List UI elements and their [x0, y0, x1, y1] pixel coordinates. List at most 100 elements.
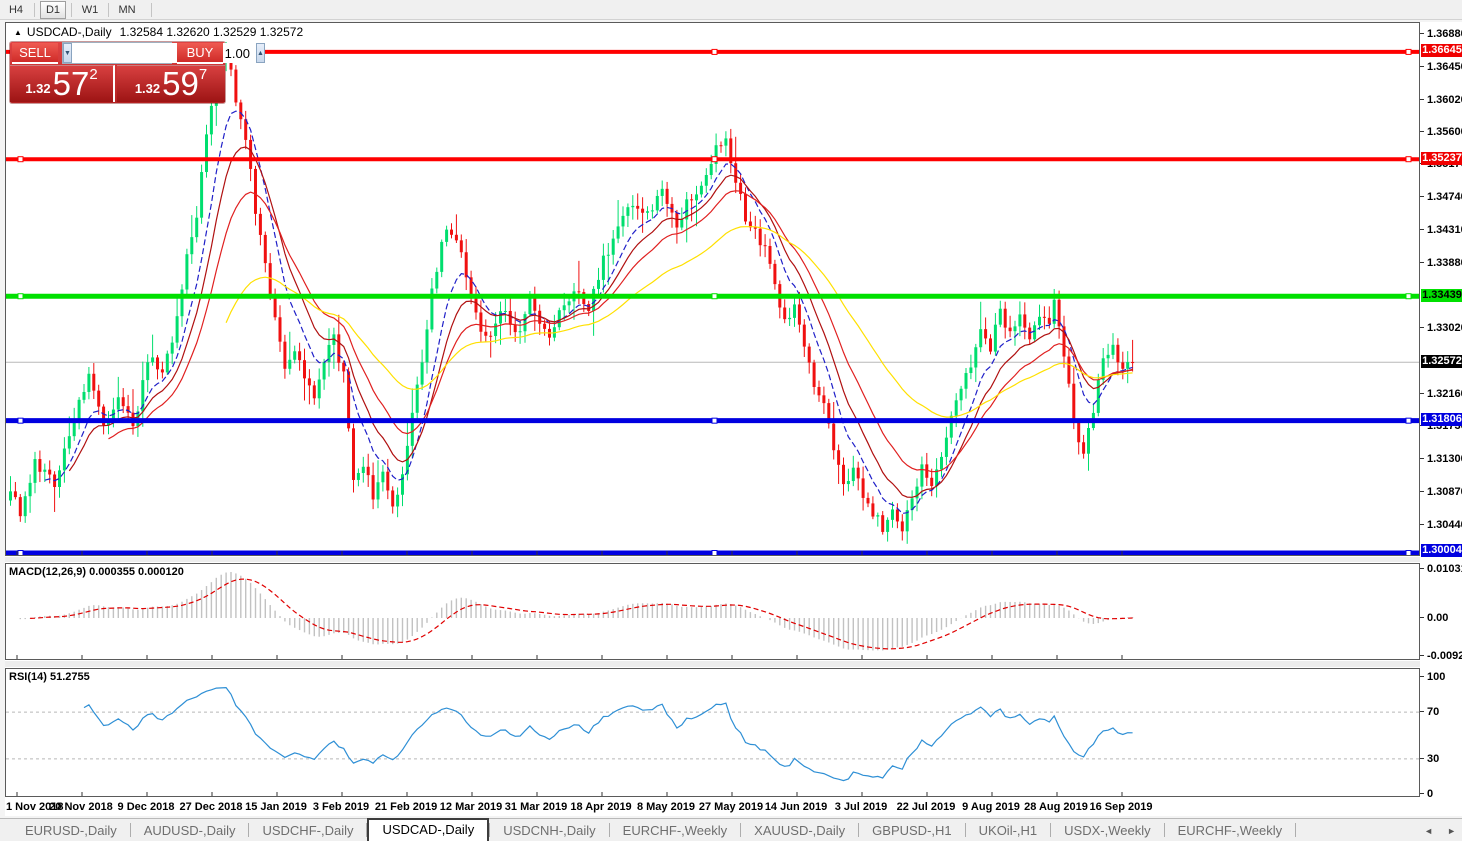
- line-handle[interactable]: [711, 417, 718, 424]
- price-tick: 1.32160: [1420, 388, 1462, 400]
- price-tick: 1.30440: [1420, 519, 1462, 531]
- line-handle[interactable]: [1405, 48, 1412, 55]
- rsi-line-series: [83, 686, 1133, 782]
- tab-audusd-daily[interactable]: AUDUSD-,Daily: [143, 823, 236, 838]
- tab-eurchf-weekly[interactable]: EURCHF-,Weekly: [622, 823, 728, 838]
- line-handle[interactable]: [1405, 417, 1412, 424]
- buy-button[interactable]: BUY: [177, 43, 223, 64]
- rsi-indicator-panel[interactable]: [5, 668, 1420, 797]
- toolbar-separator: [108, 2, 109, 17]
- line-handle[interactable]: [711, 293, 718, 300]
- price-tick: 1.31300: [1420, 453, 1462, 465]
- tab-separator: [366, 823, 368, 837]
- line-handle[interactable]: [711, 48, 718, 55]
- price-tick: 1.36450: [1420, 61, 1462, 73]
- line-handle[interactable]: [1405, 293, 1412, 300]
- price-tick-label: 1.34310: [1427, 223, 1462, 236]
- date-label: 15 Jan 2019: [245, 801, 307, 813]
- tab-separator: [964, 823, 966, 837]
- line-handle[interactable]: [17, 156, 24, 163]
- date-axis[interactable]: 1 Nov 2018 20 Nov 2018 9 Dec 2018 27 Dec 20…: [5, 799, 1420, 816]
- volume-stepper: ▼ ▲: [62, 42, 265, 64]
- tab-separator: [608, 823, 610, 837]
- timeframe-button-h4[interactable]: H4: [8, 3, 24, 16]
- timeframe-button-mn[interactable]: MN: [118, 3, 136, 16]
- tick-mark: [1420, 793, 1424, 794]
- ma-line-8: [44, 110, 1133, 515]
- tick-mark: [1420, 261, 1424, 263]
- tab-usdchf-daily[interactable]: USDCHF-,Daily: [262, 823, 354, 838]
- date-label: 27 Dec 2018: [179, 801, 243, 813]
- price-tick-label: 1.34740: [1427, 191, 1462, 204]
- price-tick: 1.34740: [1420, 191, 1462, 203]
- macd-histogram: [19, 572, 1134, 651]
- rsi-axis-label: 0: [1420, 788, 1462, 800]
- line-handle[interactable]: [711, 550, 718, 556]
- line-handle[interactable]: [711, 156, 718, 163]
- tab-usdcnh-daily[interactable]: USDCNH-,Daily: [503, 823, 596, 838]
- tick-mark: [1420, 655, 1424, 656]
- chart-header: ▲ USDCAD-,Daily 1.32584 1.32620 1.32529 1.…: [14, 25, 303, 39]
- buy-price-prefix: 1.32: [134, 81, 161, 96]
- price-tick: 1.36020: [1420, 94, 1462, 106]
- ohlc-values: 1.32584 1.32620 1.32529 1.32572: [119, 25, 304, 39]
- toolbar-separator: [151, 2, 152, 17]
- buy-price-quote[interactable]: 1.32 59 7: [117, 65, 225, 102]
- price-axis[interactable]: 1.368801.364501.360201.356001.351701.347…: [1420, 22, 1462, 800]
- sell-price-quote[interactable]: 1.32 57 2: [10, 65, 115, 102]
- tick-mark: [1420, 458, 1424, 460]
- chart-window: ▲ USDCAD-,Daily 1.32584 1.32620 1.32529 1.…: [5, 22, 1462, 816]
- volume-increment-button[interactable]: ▲: [255, 43, 265, 63]
- macd-axis-label: 0.010311: [1420, 563, 1462, 575]
- symbol-title: USDCAD-,Daily: [26, 25, 112, 39]
- volume-decrement-button[interactable]: ▼: [63, 43, 72, 63]
- tick-mark: [1420, 617, 1424, 618]
- macd-label: MACD(12,26,9) 0.000355 0.000120: [9, 566, 184, 578]
- macd-indicator-panel[interactable]: [5, 563, 1420, 660]
- rsi-axis-label: 70: [1420, 706, 1462, 718]
- price-tick-label: 1.35600: [1427, 125, 1462, 138]
- date-label: 31 Mar 2019: [504, 801, 568, 813]
- sell-button[interactable]: SELL: [12, 43, 58, 64]
- main-price-chart[interactable]: [5, 22, 1420, 556]
- line-handle[interactable]: [17, 293, 24, 300]
- collapse-icon[interactable]: ▲: [14, 28, 22, 37]
- tab-separator: [858, 823, 860, 837]
- tick-mark: [1420, 523, 1424, 525]
- tick-mark: [1420, 196, 1424, 198]
- volume-input[interactable]: [71, 43, 256, 63]
- panel-splitter: [5, 661, 1420, 667]
- timeframe-button-w1[interactable]: W1: [81, 3, 99, 16]
- price-badge-1.35237: 1.35237: [1421, 151, 1462, 165]
- timeframe-button-d1[interactable]: D1: [40, 0, 66, 19]
- buy-price-sup: 7: [198, 66, 208, 83]
- tab-xauusd-daily[interactable]: XAUUSD-,Daily: [754, 823, 846, 838]
- tab-usdx-weekly[interactable]: USDX-,Weekly: [1064, 823, 1151, 838]
- tab-eurchf-weekly[interactable]: EURCHF-,Weekly: [1177, 823, 1283, 838]
- buy-price-big: 59: [162, 65, 199, 102]
- line-handle[interactable]: [17, 417, 24, 424]
- tab-gbpusd-h1[interactable]: GBPUSD-,H1: [872, 823, 952, 838]
- tab-separator: [129, 823, 131, 837]
- date-label: 28 Aug 2019: [1024, 801, 1088, 813]
- toolbar-separator: [34, 2, 35, 17]
- ma-line-13: [68, 146, 1133, 498]
- up-triangle-icon: ▲: [256, 49, 264, 57]
- rsi-label: RSI(14) 51.2755: [9, 671, 90, 683]
- line-handle[interactable]: [17, 550, 24, 556]
- tab-ukoil-h1[interactable]: UKOil-,H1: [978, 823, 1038, 838]
- price-tick: 1.33020: [1420, 322, 1462, 334]
- tab-scroll-left-icon[interactable]: ◄: [1424, 826, 1434, 836]
- down-triangle-icon: ▼: [64, 49, 71, 57]
- line-handle[interactable]: [1405, 156, 1412, 163]
- tab-usdcad-daily[interactable]: USDCAD-,Daily: [367, 818, 490, 841]
- date-label: 9 Aug 2019: [962, 801, 1020, 813]
- tick-mark: [1420, 711, 1424, 713]
- tab-scroll-right-icon[interactable]: ►: [1447, 826, 1456, 836]
- date-label: 18 Apr 2019: [570, 801, 632, 813]
- price-tick: 1.36880: [1420, 28, 1462, 40]
- tab-eurusd-daily[interactable]: EURUSD-,Daily: [25, 823, 117, 838]
- line-handle[interactable]: [1405, 550, 1412, 556]
- date-label: 12 Mar 2019: [439, 801, 503, 813]
